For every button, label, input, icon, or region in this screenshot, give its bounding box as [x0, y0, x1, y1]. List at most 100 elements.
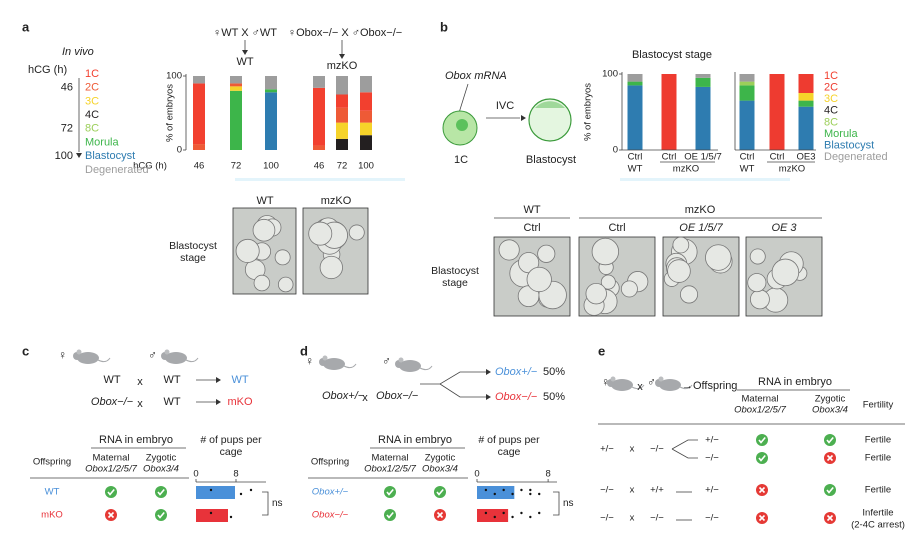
icon-glyph: [436, 488, 444, 496]
x-tick-label: Ctrl: [662, 152, 677, 163]
label: +/−: [705, 435, 719, 446]
label: ♀: [58, 348, 67, 362]
label: Obox−/−: [495, 391, 538, 403]
wrapped-label: Blastocyst stage: [431, 265, 479, 289]
bar: [477, 509, 509, 522]
bar-segment: [230, 86, 242, 91]
label: ♀: [601, 375, 610, 389]
arrow-head: [76, 153, 82, 158]
label: Obox1/2/5/7: [85, 464, 137, 475]
x-tick-label: 8: [233, 469, 238, 480]
label: WT: [523, 204, 540, 216]
label: Maternal: [372, 453, 409, 464]
x-tick-label: Ctrl: [628, 152, 643, 163]
label: Fertile: [865, 435, 891, 446]
icon-glyph: [386, 488, 394, 496]
label: x: [630, 444, 635, 455]
row-label: Obox+/−: [312, 487, 349, 498]
icon-glyph: [758, 486, 766, 494]
legend-entry: Morula: [85, 136, 120, 148]
label: ♂: [148, 348, 157, 362]
group-label: mzKO: [673, 164, 699, 175]
data-point: [520, 511, 523, 515]
icon-glyph: [826, 514, 834, 522]
mouse-ear: [610, 376, 616, 382]
group-label: WT: [740, 164, 755, 175]
embryo: [277, 276, 294, 293]
embryo: [252, 218, 276, 242]
mouse-ear: [398, 357, 404, 363]
timeline-label: 100: [55, 150, 73, 162]
label: Obox1/2/5/7: [734, 405, 786, 416]
mouse-ear: [658, 376, 664, 382]
label: x: [630, 513, 635, 524]
embryo: [771, 258, 800, 287]
label: x: [137, 376, 143, 388]
label: WT: [103, 374, 120, 386]
inner-cell-mass: [535, 101, 565, 108]
label: In vivo: [62, 46, 94, 58]
legend-entry: 8C: [85, 123, 99, 135]
check-icon: [824, 484, 836, 496]
label: Fertility: [863, 400, 894, 411]
data-point: [520, 488, 523, 492]
significance-bracket: [553, 491, 560, 516]
embryo: [591, 237, 620, 266]
label: Zygotic: [146, 453, 177, 464]
label: Obox+/−: [495, 366, 538, 378]
embryo: [526, 266, 552, 293]
data-point: [229, 515, 233, 519]
branch: [671, 439, 698, 459]
annotation: ns: [563, 498, 574, 509]
x-tick-label: Ctrl: [740, 152, 755, 163]
data-point: [529, 515, 532, 519]
arrow-head: [339, 54, 345, 59]
cross-label: ♀Obox−/− X ♂Obox−/−: [288, 27, 402, 39]
wrapped-label: Blastocyst stage: [169, 240, 217, 264]
bar: [196, 509, 228, 522]
label: Obox mRNA: [445, 70, 507, 82]
data-point: [209, 488, 213, 492]
icon-glyph: [436, 511, 444, 519]
bar-segment: [360, 122, 372, 136]
label: Ctrl: [608, 222, 625, 234]
label: ♂: [647, 375, 656, 389]
label: x: [637, 381, 643, 393]
icon-glyph: [826, 486, 834, 494]
icon-glyph: [826, 454, 834, 462]
mouse-ear: [164, 349, 170, 355]
group-label: WT: [628, 164, 643, 175]
legend-entry: Blastocyst: [824, 140, 874, 152]
label: ♂: [382, 354, 391, 368]
label: −/−: [650, 444, 664, 455]
mouse-tail: [419, 365, 433, 371]
mouse-icon: [165, 352, 187, 364]
data-point: [239, 492, 243, 496]
embryo: [620, 280, 638, 298]
embryo: [680, 285, 699, 304]
bar-segment: [739, 100, 755, 150]
label: RNA in embryo: [758, 376, 832, 388]
bar-segment: [798, 100, 814, 107]
label: 1C: [454, 154, 468, 166]
label: Obox−/−: [91, 396, 134, 408]
row-label: mKO: [41, 510, 63, 521]
panel-label: b: [440, 19, 448, 34]
x-tick-label: 46: [194, 161, 205, 172]
group-label: mzKO: [779, 164, 805, 175]
y-tick-label: 100: [602, 69, 618, 80]
x-tick-label: Ctrl: [770, 152, 785, 163]
legend-entry: Degenerated: [824, 151, 888, 163]
mouse-icon: [77, 352, 99, 364]
label: Infertile: [862, 508, 893, 519]
icon-glyph: [107, 511, 115, 519]
label: WT: [163, 396, 180, 408]
data-point: [502, 488, 505, 492]
label: −/−: [650, 513, 664, 524]
label: x: [362, 392, 368, 404]
legend-entry: 3C: [85, 95, 99, 107]
panel-label: d: [300, 343, 308, 358]
bar-segment: [265, 92, 277, 150]
label: OE 1/5/7: [679, 222, 723, 234]
y-axis-label: % of embryos: [583, 83, 594, 141]
